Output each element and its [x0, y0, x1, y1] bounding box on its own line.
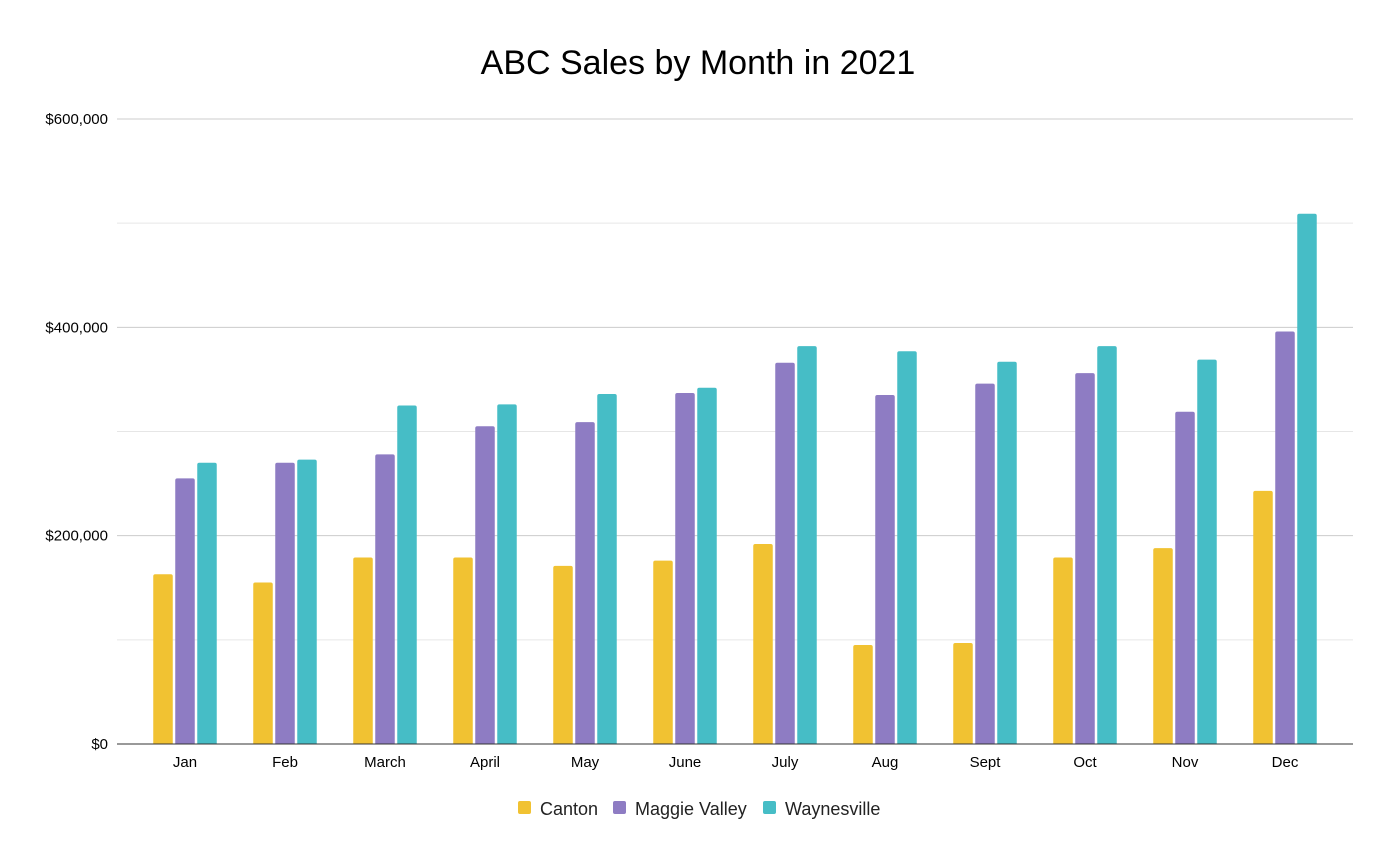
bar-canton-june — [653, 560, 673, 744]
bar-canton-aug — [853, 645, 873, 744]
bar-waynesville-feb — [297, 459, 317, 744]
bar-maggie-valley-march — [375, 454, 395, 744]
x-tick-label: May — [571, 754, 600, 771]
bar-canton-july — [753, 544, 773, 744]
y-tick-label: $400,000 — [45, 319, 108, 336]
bar-canton-sept — [953, 642, 973, 744]
x-tick-label: Feb — [272, 754, 298, 771]
bar-maggie-valley-april — [475, 426, 495, 744]
bar-canton-oct — [1053, 557, 1073, 744]
x-tick-label: March — [364, 754, 406, 771]
bar-maggie-valley-nov — [1175, 411, 1195, 744]
y-axis-ticks: $0 $200,000 $400,000 $600,000 — [45, 111, 108, 753]
bar-waynesville-jan — [197, 462, 217, 744]
y-tick-label: $600,000 — [45, 111, 108, 128]
bar-canton-jan — [153, 574, 173, 744]
legend-label: Waynesville — [785, 799, 880, 819]
bar-maggie-valley-aug — [875, 395, 895, 744]
bar-waynesville-aug — [897, 351, 917, 744]
bar-canton-dec — [1253, 490, 1273, 744]
bar-maggie-valley-oct — [1075, 373, 1095, 744]
x-tick-label: Jan — [173, 754, 197, 771]
bar-canton-april — [453, 557, 473, 744]
bar-maggie-valley-july — [775, 362, 795, 744]
legend-swatch — [518, 801, 531, 814]
x-tick-label: Nov — [1172, 754, 1199, 771]
x-tick-label: June — [669, 754, 702, 771]
chart-title: ABC Sales by Month in 2021 — [481, 44, 916, 82]
x-tick-label: April — [470, 754, 500, 771]
legend: Canton Maggie Valley Waynesville — [518, 799, 880, 819]
bar-waynesville-march — [397, 405, 417, 744]
y-tick-label: $0 — [91, 736, 108, 753]
bar-waynesville-oct — [1097, 346, 1117, 744]
y-tick-label: $200,000 — [45, 528, 108, 545]
bar-maggie-valley-dec — [1275, 331, 1295, 744]
bar-waynesville-may — [597, 394, 617, 744]
x-axis-ticks: Jan Feb March April May June July Aug Sept Oct Nov… — [173, 754, 1299, 771]
bar-canton-march — [353, 557, 373, 744]
legend-swatch — [763, 801, 776, 814]
bar-waynesville-july — [797, 346, 817, 744]
bar-waynesville-june — [697, 387, 717, 744]
legend-label: Maggie Valley — [635, 799, 747, 819]
bar-canton-feb — [253, 582, 273, 744]
x-tick-label: Sept — [970, 754, 1002, 771]
legend-label: Canton — [540, 799, 598, 819]
bar-maggie-valley-june — [675, 392, 695, 744]
x-tick-label: July — [772, 754, 799, 771]
x-tick-label: Aug — [872, 754, 899, 771]
bar-maggie-valley-jan — [175, 478, 195, 744]
bar-maggie-valley-sept — [975, 383, 995, 744]
bar-waynesville-sept — [997, 361, 1017, 744]
gridlines — [117, 118, 1353, 641]
bar-waynesville-nov — [1197, 359, 1217, 744]
x-tick-label: Dec — [1272, 754, 1299, 771]
bar-canton-may — [553, 565, 573, 744]
bar-waynesville-april — [497, 404, 517, 744]
legend-swatch — [613, 801, 626, 814]
bars — [153, 213, 1317, 744]
bar-waynesville-dec — [1297, 213, 1317, 744]
bar-maggie-valley-feb — [275, 462, 295, 744]
x-tick-label: Oct — [1073, 754, 1097, 771]
bar-maggie-valley-may — [575, 422, 595, 744]
bar-canton-nov — [1153, 548, 1173, 744]
